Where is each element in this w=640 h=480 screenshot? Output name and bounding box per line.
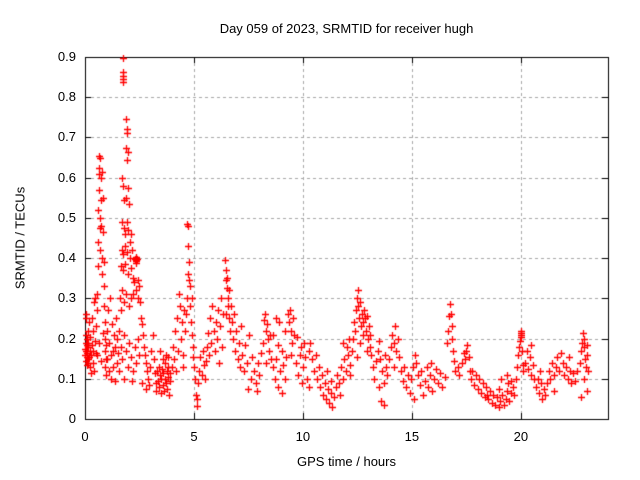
y-tick-label: 0.4	[57, 250, 76, 266]
y-tick-label: 0	[68, 411, 76, 426]
y-tick-label: 0.1	[57, 370, 76, 386]
chart-title: Day 059 of 2023, SRMTID for receiver hug…	[219, 21, 474, 36]
y-tick-label: 0.3	[57, 290, 76, 306]
x-tick-label: 10	[295, 429, 311, 444]
y-tick-label: 0.7	[57, 129, 76, 145]
y-axis-label: SRMTID / TECUs	[12, 186, 28, 290]
y-tick-label: 0.8	[57, 89, 76, 105]
x-axis-label: GPS time / hours	[297, 454, 396, 469]
y-tick-label: 0.2	[57, 330, 76, 346]
y-tick-label: 0.5	[57, 209, 76, 225]
x-tick-label: 15	[404, 429, 420, 444]
y-tick-label: 0.6	[57, 169, 76, 185]
y-tick-label: 0.9	[57, 49, 76, 64]
x-tick-label: 0	[81, 429, 89, 444]
x-tick-label: 5	[190, 429, 198, 444]
x-tick-label: 20	[513, 429, 529, 444]
